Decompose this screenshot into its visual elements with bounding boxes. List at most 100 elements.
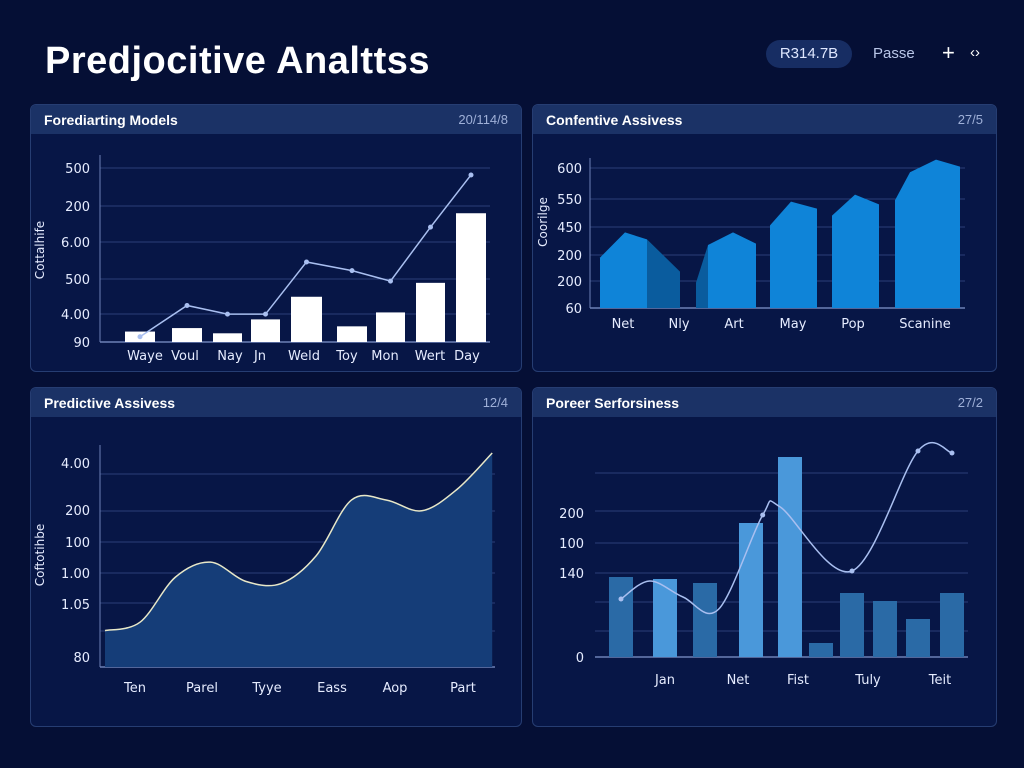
y-tick-label: 600 xyxy=(557,162,582,177)
area-fill xyxy=(105,453,493,667)
y-tick-label: 500 xyxy=(65,273,90,288)
line-point xyxy=(915,448,921,454)
bar xyxy=(416,282,445,342)
bar xyxy=(172,328,202,342)
panel-title: Forediarting Models xyxy=(44,111,178,128)
bar xyxy=(337,326,367,342)
x-tick-label: Mon xyxy=(371,349,398,364)
bar xyxy=(809,643,833,657)
y-tick-label: 1.00 xyxy=(61,567,90,582)
panel-number: 12/4 xyxy=(482,395,508,410)
line-point xyxy=(349,268,355,274)
x-tick-label: Eass xyxy=(317,681,347,696)
bar xyxy=(693,583,717,657)
y-tick-label: 200 xyxy=(557,275,582,290)
y-tick-label: 90 xyxy=(73,336,90,351)
area-shape xyxy=(696,245,708,308)
x-tick-label: Voul xyxy=(171,349,199,364)
plus-icon[interactable]: + xyxy=(942,40,955,65)
y-tick-label: 4.00 xyxy=(61,308,90,323)
x-tick-label: Fist xyxy=(787,673,809,688)
y-tick-label: 0 xyxy=(576,651,584,666)
line-point xyxy=(468,172,474,178)
y-tick-label: 100 xyxy=(559,537,584,552)
chart-forecasting-models: 90 4.00 500 6.00 200 500 Waye Voul Nay Jn Weld Toy M… xyxy=(33,155,490,364)
x-tick-label: Net xyxy=(612,317,635,332)
bar xyxy=(456,213,486,342)
area-shape xyxy=(647,239,680,308)
y-tick-label: 200 xyxy=(65,200,90,215)
passe-link[interactable]: Passe xyxy=(873,45,915,62)
x-tick-label: Part xyxy=(450,681,476,696)
x-tick-label: Art xyxy=(724,317,743,332)
x-tick-label: Nly xyxy=(668,317,689,332)
x-tick-label: Tuly xyxy=(854,673,881,688)
y-tick-label: 100 xyxy=(65,536,90,551)
bar xyxy=(213,333,242,342)
x-tick-label: Aop xyxy=(383,681,408,696)
y-tick-label: 140 xyxy=(559,567,584,582)
x-tick-label: Wert xyxy=(415,349,446,364)
y-axis-label: Coorilge xyxy=(536,197,550,247)
line-point xyxy=(225,311,230,317)
x-tick-label: May xyxy=(780,317,807,332)
y-axis-label: Coftotihbe xyxy=(33,524,47,586)
panel-title: Confentive Assivess xyxy=(546,111,683,128)
y-tick-label: 550 xyxy=(557,193,582,208)
panel-title: Predictive Assivess xyxy=(44,394,176,411)
x-tick-label: Parel xyxy=(186,681,218,696)
x-tick-label: Waye xyxy=(127,349,163,364)
area-shape xyxy=(832,194,879,308)
line-point xyxy=(263,311,268,317)
x-tick-label: Net xyxy=(727,673,750,688)
code-icon[interactable]: ‹› xyxy=(970,44,980,61)
x-tick-label: Tyye xyxy=(251,681,281,696)
bar xyxy=(251,319,280,342)
panel-poreer-serforsiness: Poreer Serforsiness 27/2 xyxy=(532,387,997,727)
panel-title: Poreer Serforsiness xyxy=(546,394,680,411)
bar xyxy=(739,523,763,657)
x-tick-label: Weld xyxy=(288,349,320,364)
line-point xyxy=(849,568,855,574)
x-tick-label: Scanine xyxy=(899,317,950,332)
y-tick-label: 6.00 xyxy=(61,236,90,251)
y-tick-label: 60 xyxy=(565,302,582,317)
line-point xyxy=(428,224,433,230)
panel-header: Confentive Assivess 27/5 xyxy=(533,105,996,134)
area-shape xyxy=(770,201,817,308)
panel-header: Predictive Assivess 12/4 xyxy=(31,388,521,417)
x-tick-label: Jn xyxy=(253,349,266,364)
panel-header: Forediarting Models 20/114/8 xyxy=(31,105,521,134)
line-point xyxy=(184,302,190,308)
y-tick-label: 200 xyxy=(557,249,582,264)
value-badge[interactable]: R314.7B xyxy=(766,40,852,68)
y-tick-label: 200 xyxy=(559,507,584,522)
bar xyxy=(906,619,930,657)
bar xyxy=(873,601,897,657)
panel-header: Poreer Serforsiness 27/2 xyxy=(533,388,996,417)
y-axis-label: Cottalhife xyxy=(33,221,47,279)
line-point xyxy=(760,512,766,518)
y-tick-label: 200 xyxy=(65,504,90,519)
x-tick-label: Day xyxy=(454,349,480,364)
y-tick-label: 500 xyxy=(65,162,90,177)
x-tick-label: Pop xyxy=(841,317,865,332)
panel-number: 20/114/8 xyxy=(458,112,508,127)
x-tick-label: Ten xyxy=(123,681,146,696)
bar xyxy=(609,577,633,657)
bar xyxy=(291,296,322,342)
bar xyxy=(653,579,677,657)
bar xyxy=(940,593,964,657)
bar xyxy=(778,457,802,657)
line-point xyxy=(949,450,955,456)
x-tick-label: Jan xyxy=(654,673,675,688)
trend-line xyxy=(620,442,953,615)
panel-number: 27/5 xyxy=(957,112,983,127)
page-title: Predjocitive Analttss xyxy=(45,40,430,82)
y-tick-label: 4.00 xyxy=(61,457,90,472)
line-point xyxy=(304,259,309,265)
area-shape xyxy=(895,159,960,308)
panel-number: 27/2 xyxy=(957,395,983,410)
chart-poreer-serforsiness: 0 140 100 200 Jan Net Fist Tuly Teit xyxy=(559,442,968,688)
bar xyxy=(840,593,864,657)
